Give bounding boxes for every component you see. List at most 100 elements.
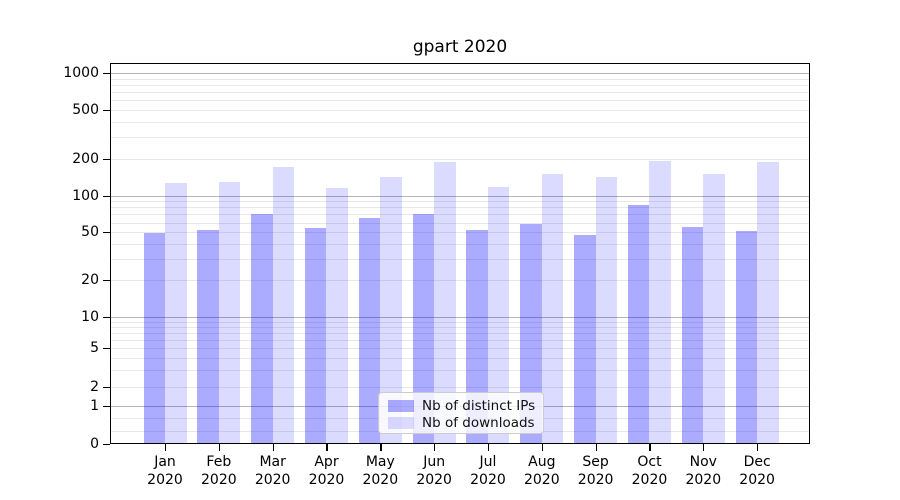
x-tick-month: Sep	[582, 454, 609, 470]
chart-title: gpart 2020	[412, 37, 508, 57]
x-tick	[757, 444, 759, 451]
x-tick-year: 2020	[470, 472, 506, 488]
x-tick-label: Jan 2020	[133, 453, 197, 489]
y-tick-label: 200	[72, 150, 99, 167]
x-tick-year: 2020	[631, 472, 668, 488]
x-tick-year: 2020	[523, 472, 560, 488]
bar-distinct-ips-apr	[304, 228, 327, 444]
bar-downloads-mar	[272, 166, 295, 444]
x-tick-month: Nov	[689, 454, 717, 470]
y-tick-label: 100	[72, 187, 99, 204]
y-tick-label: 1	[90, 397, 99, 414]
bar-distinct-ips-aug	[520, 224, 542, 444]
bar-distinct-ips-mar	[251, 214, 273, 444]
bar-distinct-ips-oct	[627, 205, 650, 444]
bar-distinct-ips-jan	[143, 233, 165, 444]
bar-downloads-aug	[541, 174, 564, 444]
x-tick	[218, 444, 221, 451]
y-tick-label: 50	[81, 224, 99, 241]
legend-label: Nb of distinct IPs	[422, 398, 536, 414]
x-tick	[380, 444, 382, 451]
bar-distinct-ips-jul	[466, 230, 488, 444]
x-tick-year: 2020	[201, 472, 237, 488]
x-tick-label: Nov 2020	[671, 453, 735, 489]
legend-swatch	[388, 417, 414, 429]
bar-downloads-jan	[165, 183, 187, 444]
x-tick-year: 2020	[416, 472, 452, 488]
y-tick	[103, 443, 110, 445]
x-tick	[487, 444, 490, 451]
y-tick	[103, 386, 110, 388]
x-tick	[541, 444, 543, 451]
y-tick-label: 20	[81, 272, 99, 289]
y-tick-label: 500	[72, 102, 99, 119]
y-tick-label: 10	[81, 308, 99, 325]
bar-distinct-ips-nov	[681, 227, 704, 444]
gridline-minor	[110, 85, 810, 87]
gridline-minor	[110, 207, 810, 209]
gridline-major	[110, 73, 810, 75]
gridline-minor	[110, 110, 810, 112]
gridline-minor	[110, 357, 810, 359]
gridline-minor	[110, 386, 810, 388]
x-tick-label: Oct 2020	[617, 453, 681, 489]
gridline-minor	[110, 243, 810, 245]
gridline-minor	[110, 214, 810, 216]
gridline-minor	[110, 201, 810, 203]
legend-label: Nb of downloads	[422, 415, 535, 431]
y-tick	[103, 158, 110, 161]
x-tick-label: Aug 2020	[510, 453, 574, 489]
x-tick-label: Apr 2020	[294, 453, 358, 489]
x-tick-year: 2020	[147, 472, 183, 488]
x-tick	[703, 444, 705, 451]
bar-downloads-may	[380, 176, 402, 444]
x-tick-year: 2020	[254, 472, 291, 488]
x-tick-label: Jun 2020	[402, 453, 466, 489]
gridline-minor	[110, 92, 810, 94]
gridline-minor	[110, 348, 810, 350]
legend-item-downloads: Nb of downloads	[388, 415, 535, 431]
gridline-minor	[110, 326, 810, 328]
x-tick-month: Dec	[743, 454, 771, 470]
x-tick	[272, 444, 274, 451]
x-tick-label: May 2020	[348, 453, 412, 489]
x-tick	[649, 444, 651, 451]
x-tick-label: Feb 2020	[187, 453, 251, 489]
x-tick-label: Jul 2020	[456, 453, 520, 489]
gridline-minor	[110, 339, 810, 341]
gridline-minor	[110, 332, 810, 334]
y-tick	[103, 110, 110, 112]
legend: Nb of distinct IPs Nb of downloads	[378, 392, 544, 434]
gridline-minor	[110, 258, 810, 260]
gridline-minor	[110, 222, 810, 224]
gridline-minor	[110, 321, 810, 323]
bar-downloads-jun	[434, 161, 456, 444]
y-tick	[103, 73, 110, 75]
gridline-minor	[110, 369, 810, 371]
x-tick-month: Apr	[314, 454, 339, 470]
y-tick	[103, 348, 110, 350]
x-tick-label: Sep 2020	[564, 453, 628, 489]
x-tick-month: Aug	[528, 454, 556, 470]
y-tick	[103, 280, 110, 282]
x-tick-label: Mar 2020	[241, 453, 305, 489]
x-tick-month: May	[365, 454, 395, 470]
x-tick-month: Jun	[423, 454, 446, 470]
bar-downloads-apr	[326, 187, 348, 444]
legend-swatch	[388, 400, 414, 412]
x-tick	[165, 444, 167, 451]
x-tick-year: 2020	[739, 472, 775, 488]
bar-distinct-ips-dec	[735, 231, 758, 444]
x-tick-year: 2020	[362, 472, 399, 488]
gridline-minor	[110, 280, 810, 282]
gridline-major	[110, 195, 810, 197]
bar-downloads-sep	[595, 176, 618, 444]
gridline-major	[110, 316, 810, 318]
x-tick	[434, 444, 436, 451]
x-tick-month: Mar	[259, 454, 286, 470]
x-tick-month: Jan	[154, 454, 176, 470]
x-tick	[326, 444, 328, 451]
bar-downloads-oct	[649, 161, 671, 444]
gridline-minor	[110, 137, 810, 139]
